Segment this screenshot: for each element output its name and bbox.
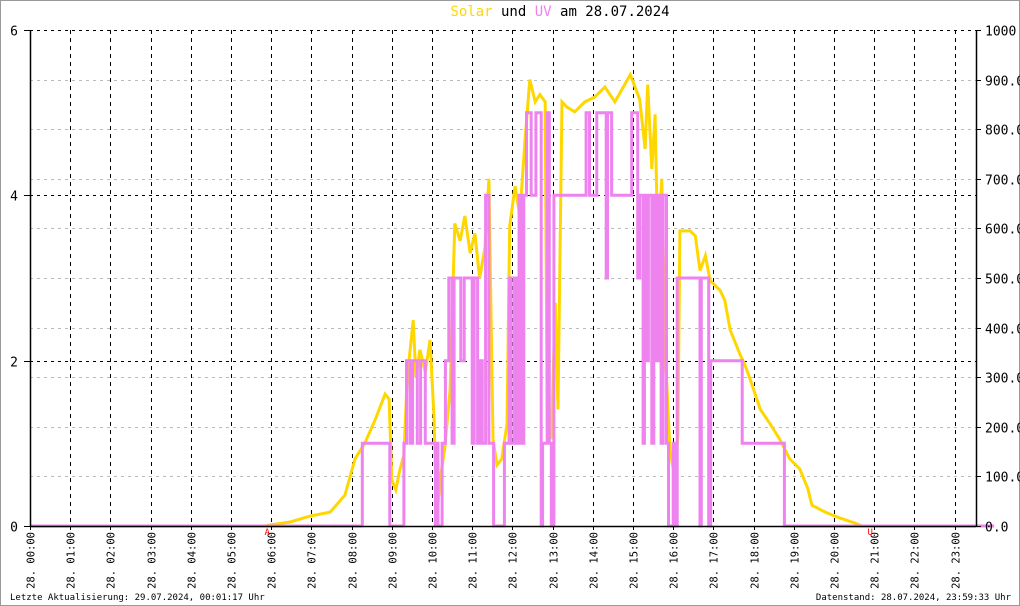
axes: [24, 30, 981, 530]
right-axis-tick-label: 400.0: [985, 323, 1020, 338]
x-axis-tick-label: 28. 15:00: [629, 532, 641, 589]
x-axis-tick-label: 28. 09:00: [388, 532, 400, 589]
title-uv: UV: [534, 4, 552, 20]
x-axis-tick-label: 28. 07:00: [307, 532, 319, 589]
right-axis-tick-label: 800.0: [985, 124, 1020, 139]
x-axis-tick-label: 28. 05:00: [227, 532, 239, 589]
x-axis-tick-label: 28. 04:00: [187, 532, 199, 589]
x-axis-tick-label: 28. 19:00: [790, 532, 802, 589]
x-axis-tick-label: 28. 20:00: [830, 532, 842, 589]
right-axis-tick-label: 100.0: [985, 471, 1020, 486]
right-axis-tick-label: 1000: [985, 25, 1016, 40]
x-axis-tick-label: 28. 22:00: [910, 532, 922, 589]
left-axis-tick-label: 2: [10, 356, 18, 371]
x-axis-tick-label: 28. 08:00: [348, 532, 360, 589]
x-axis-tick-label: 28. 18:00: [750, 532, 762, 589]
data-timestamp-text: Datenstand: 28.07.2024, 23:59:33 Uhr: [815, 593, 1011, 603]
sunset-marker: U: [867, 528, 872, 538]
sunrise-marker: A: [264, 528, 270, 538]
right-axis-tick-label: 600.0: [985, 223, 1020, 238]
x-axis-tick-label: 28. 23:00: [951, 532, 963, 589]
x-axis-tick-label: 28. 03:00: [147, 532, 159, 589]
right-axis-tick-label: 500.0: [985, 273, 1020, 288]
title-solar: Solar: [450, 4, 493, 20]
x-axis-tick-label: 28. 01:00: [66, 532, 78, 589]
right-axis-tick-label: 300.0: [985, 372, 1020, 387]
x-axis-tick-label: 28. 10:00: [428, 532, 440, 589]
x-axis-tick-label: 28. 06:00: [267, 532, 279, 589]
left-axis-tick-label: 0: [10, 521, 18, 536]
x-axis-tick-label: 28. 16:00: [669, 532, 681, 589]
x-axis-tick-label: 28. 00:00: [26, 532, 38, 589]
chart-title: Solar und UV am 28.07.2024: [0, 4, 1020, 20]
right-axis-tick-label: 900.0: [985, 75, 1020, 90]
x-axis-tick-label: 28. 13:00: [549, 532, 561, 589]
last-update-text: Letzte Aktualisierung: 29.07.2024, 00:01…: [10, 593, 265, 603]
x-axis-tick-label: 28. 14:00: [589, 532, 601, 589]
x-axis-tick-label: 28. 11:00: [468, 532, 480, 589]
x-axis-tick-label: 28. 02:00: [106, 532, 118, 589]
x-axis-tick-label: 28. 21:00: [870, 532, 882, 589]
left-axis-tick-label: 6: [10, 25, 18, 40]
right-axis-tick-label: 200.0: [985, 422, 1020, 437]
title-und: und: [500, 4, 527, 20]
right-axis-tick-label: 700.0: [985, 174, 1020, 189]
tick-labels: 0.0 100.0 200.0 300.0 400.0 500.0 600.0 700.0 80…: [10, 25, 1020, 589]
right-axis-tick-label: 0.0: [985, 521, 1008, 536]
left-axis-tick-label: 4: [10, 190, 18, 205]
x-axis-tick-label: 28. 12:00: [508, 532, 520, 589]
title-date: am 28.07.2024: [560, 4, 670, 20]
x-axis-tick-label: 28. 17:00: [709, 532, 721, 589]
